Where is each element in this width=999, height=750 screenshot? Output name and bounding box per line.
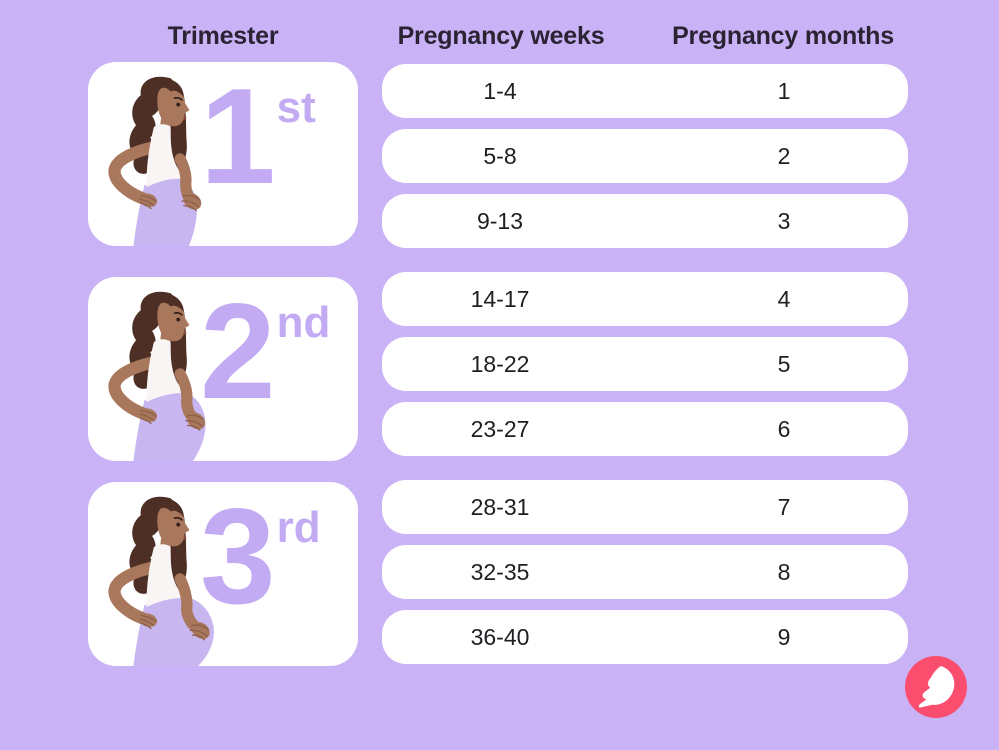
column-header-pregnancy-months: Pregnancy months <box>672 21 894 50</box>
pregnancy-months-value: 5 <box>777 350 791 377</box>
pregnancy-weeks-value: 18-22 <box>470 350 530 377</box>
trimester-suffix: nd <box>276 298 331 347</box>
pregnancy-weeks-value: 14-17 <box>470 285 530 312</box>
trimester-number: 1 <box>200 62 276 212</box>
trimester-ordinal-3: 3 rd <box>200 488 321 624</box>
table-row: 5-8 2 <box>382 129 908 183</box>
trimester-number: 3 <box>200 482 276 632</box>
trimester-number: 2 <box>200 277 276 427</box>
flo-logo-badge <box>905 656 967 718</box>
table-row: 23-27 6 <box>382 402 908 456</box>
table-row: 1-4 1 <box>382 64 908 118</box>
pregnancy-months-value: 3 <box>777 207 791 234</box>
table-row: 9-13 3 <box>382 194 908 248</box>
pregnancy-weeks-value: 9-13 <box>476 207 524 234</box>
pregnancy-months-value: 6 <box>777 415 791 442</box>
trimester-card-3: 3 rd <box>88 482 358 666</box>
pregnancy-weeks-value: 28-31 <box>470 493 530 520</box>
trimester-suffix: st <box>276 83 316 132</box>
pregnancy-weeks-value: 36-40 <box>470 623 530 650</box>
trimester-card-1: 1 st <box>88 62 358 246</box>
column-header-pregnancy-weeks: Pregnancy weeks <box>397 21 605 50</box>
pregnant-woman-illustration <box>92 69 242 246</box>
pregnancy-weeks-value: 23-27 <box>470 415 530 442</box>
column-header-trimester: Trimester <box>167 21 279 50</box>
pregnancy-months-value: 4 <box>777 285 791 312</box>
table-row: 18-22 5 <box>382 337 908 391</box>
pregnant-woman-illustration <box>92 284 242 461</box>
table-row: 32-35 8 <box>382 545 908 599</box>
pregnancy-months-value: 9 <box>777 623 791 650</box>
pregnancy-months-value: 2 <box>777 142 791 169</box>
trimester-card-2: 2 nd <box>88 277 358 461</box>
table-row: 28-31 7 <box>382 480 908 534</box>
table-row: 14-17 4 <box>382 272 908 326</box>
trimester-ordinal-2: 2 nd <box>200 283 330 419</box>
pregnancy-months-value: 7 <box>777 493 791 520</box>
table-row: 36-40 9 <box>382 610 908 664</box>
pregnancy-weeks-value: 32-35 <box>470 558 530 585</box>
pregnancy-months-value: 1 <box>777 77 791 104</box>
feather-icon <box>905 656 967 718</box>
pregnancy-weeks-value: 5-8 <box>483 142 517 169</box>
trimester-ordinal-1: 1 st <box>200 68 316 204</box>
trimester-suffix: rd <box>276 503 321 552</box>
pregnant-woman-illustration <box>92 489 242 666</box>
pregnancy-months-value: 8 <box>777 558 791 585</box>
pregnancy-weeks-value: 1-4 <box>483 77 517 104</box>
